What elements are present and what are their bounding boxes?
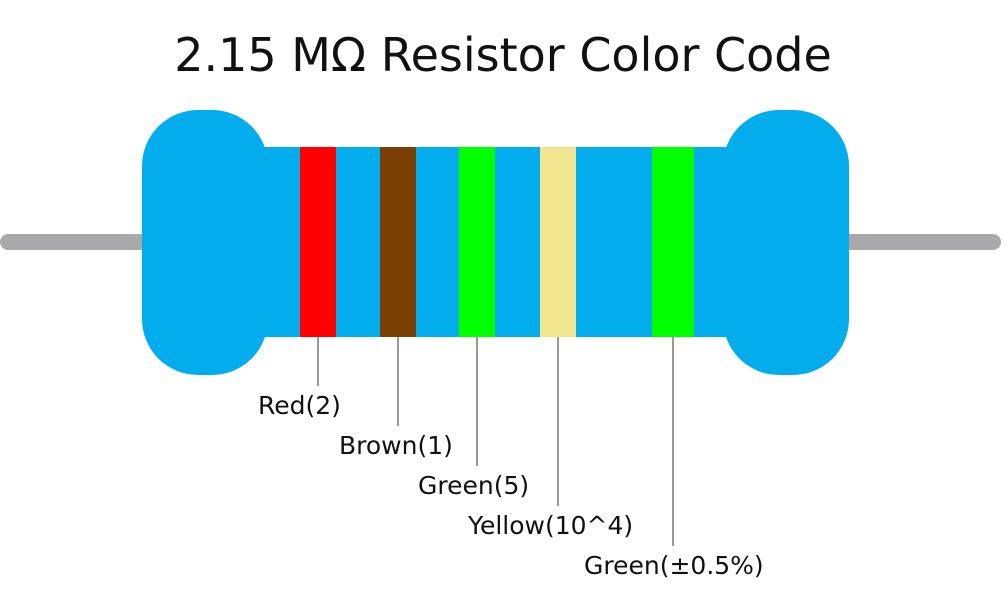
band-label-1: Red(2) (258, 391, 341, 420)
diagram-title: 2.15 MΩ Resistor Color Code (174, 28, 832, 82)
band-label-4: Yellow(10^4) (467, 511, 633, 540)
band-5-green (652, 147, 694, 337)
band-label-3: Green(5) (418, 471, 529, 500)
band-label-5: Green(±0.5%) (584, 551, 764, 580)
resistor-body (142, 110, 849, 375)
band-label-2: Brown(1) (339, 431, 453, 460)
band-3-green (459, 147, 495, 337)
band-4-yellow (540, 147, 576, 337)
resistor-cap-left (142, 110, 268, 375)
band-2-brown (380, 147, 416, 337)
band-1-red (300, 147, 336, 337)
